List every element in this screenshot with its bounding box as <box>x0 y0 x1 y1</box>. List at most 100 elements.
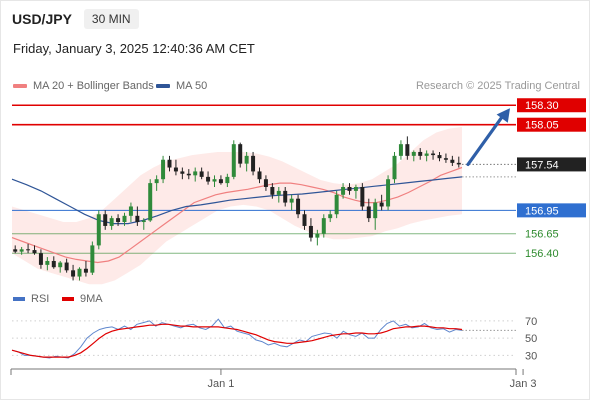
candle-body <box>45 260 50 265</box>
candle-body <box>186 173 191 176</box>
candle-body <box>193 171 198 176</box>
candle-body <box>431 153 436 156</box>
candle-body <box>456 162 461 165</box>
candle-body <box>308 225 313 238</box>
title-row: USD/JPY 30 MIN <box>12 9 139 29</box>
legend-rsi: RSI <box>13 293 49 305</box>
candle-body <box>283 190 288 203</box>
ma50-swatch <box>156 84 170 88</box>
candle-body <box>96 214 101 246</box>
candle-body <box>450 159 455 163</box>
candle-body <box>90 245 95 273</box>
candle-body <box>231 144 236 177</box>
candle-body <box>173 167 178 172</box>
candle-body <box>167 159 172 168</box>
level-tag-pivot-156-95 <box>517 203 586 218</box>
timeframe-badge[interactable]: 30 MIN <box>83 9 139 29</box>
key-levels <box>12 104 516 254</box>
candle-body <box>83 268 88 273</box>
bollinger-bands <box>12 127 462 285</box>
x-tick-label-Jan-3: Jan 3 <box>510 378 537 390</box>
candle-body <box>141 220 146 223</box>
candle-body <box>353 187 358 191</box>
candle-body <box>218 179 223 184</box>
candle-body <box>373 202 378 219</box>
candle-body <box>19 249 24 252</box>
candle-body <box>244 155 249 164</box>
candle-body <box>103 214 108 226</box>
level-tag-resistance-158-30 <box>517 98 586 113</box>
ma20-label: MA 20 + Bollinger Bands <box>33 80 154 92</box>
candle-body <box>51 260 56 268</box>
last-price-tag <box>517 157 586 172</box>
candle-body <box>405 144 410 156</box>
candle-body <box>212 179 217 182</box>
candle-body <box>148 183 153 221</box>
candle-body <box>270 187 275 195</box>
price-tags: 158.30 158.05 157.54 156.95 156.65 156.40 <box>517 98 586 260</box>
x-axis: Jan 1 Jan 3 <box>10 368 537 390</box>
9ma-label: 9MA <box>80 293 103 305</box>
candle-body <box>411 151 416 156</box>
candle-body <box>257 171 262 180</box>
candle-body <box>424 153 429 156</box>
candle-body <box>251 155 256 172</box>
candle-body <box>334 194 339 215</box>
candle-body <box>276 190 281 195</box>
symbol-title: USD/JPY <box>12 11 72 27</box>
candle-body <box>206 176 211 182</box>
level-tag-label-support-156-65: 156.65 <box>525 229 559 241</box>
candle-body <box>77 268 82 277</box>
candle-body <box>135 215 140 223</box>
candle-body <box>347 187 352 191</box>
9ma-swatch <box>62 297 74 301</box>
candle-body <box>437 155 442 159</box>
candle-body <box>128 206 133 216</box>
legend-ma20: MA 20 + Bollinger Bands <box>13 80 154 92</box>
ma50-label: MA 50 <box>176 80 208 92</box>
forecast-arrow <box>466 108 510 167</box>
candle-body <box>109 218 114 226</box>
candle-body <box>379 202 384 207</box>
candle-body <box>302 214 307 226</box>
rsi-9ma-line <box>11 323 463 358</box>
candle-body <box>38 253 43 265</box>
candle-body <box>443 158 448 160</box>
legend-9ma: 9MA <box>62 293 103 305</box>
candle-body <box>122 215 127 223</box>
bollinger-band-fill <box>12 127 462 285</box>
candle-body <box>360 187 365 207</box>
candle-body <box>398 144 403 156</box>
candle-body <box>289 198 294 203</box>
level-tag-label-resistance-158-30: 158.30 <box>525 100 559 112</box>
candle-body <box>315 233 320 238</box>
level-tag-label-resistance-158-05: 158.05 <box>525 120 559 132</box>
x-tick-label-Jan-1: Jan 1 <box>207 378 234 390</box>
datetime-label: Friday, January 3, 2025 12:40:36 AM CET <box>13 41 255 56</box>
candle-body <box>64 262 69 271</box>
rsi-tick-50: 50 <box>525 333 537 345</box>
candle-body <box>13 249 18 252</box>
credit-text: Research © 2025 Trading Central <box>415 80 580 92</box>
candle-body <box>341 187 346 195</box>
candle-body <box>366 206 371 219</box>
candle-body <box>199 171 204 177</box>
rsi-label: RSI <box>31 293 50 305</box>
candle-body <box>386 179 391 207</box>
forecast-arrow-shaft <box>466 112 506 167</box>
candle-body <box>225 176 230 184</box>
candle-body <box>154 179 159 184</box>
candle-body <box>71 270 76 277</box>
candle-body <box>321 218 326 234</box>
rsi-swatch <box>13 297 25 301</box>
candle-body <box>392 155 397 180</box>
candle-body <box>32 250 37 254</box>
candlesticks <box>13 136 461 281</box>
candle-body <box>116 218 121 223</box>
legend-ma50: MA 50 <box>156 80 207 92</box>
level-tag-label-support-156-40: 156.40 <box>525 248 559 260</box>
candle-body <box>296 198 301 215</box>
last-price-tag-label: 157.54 <box>525 159 559 171</box>
forecast-arrow-head <box>496 108 510 123</box>
candle-body <box>26 249 31 251</box>
